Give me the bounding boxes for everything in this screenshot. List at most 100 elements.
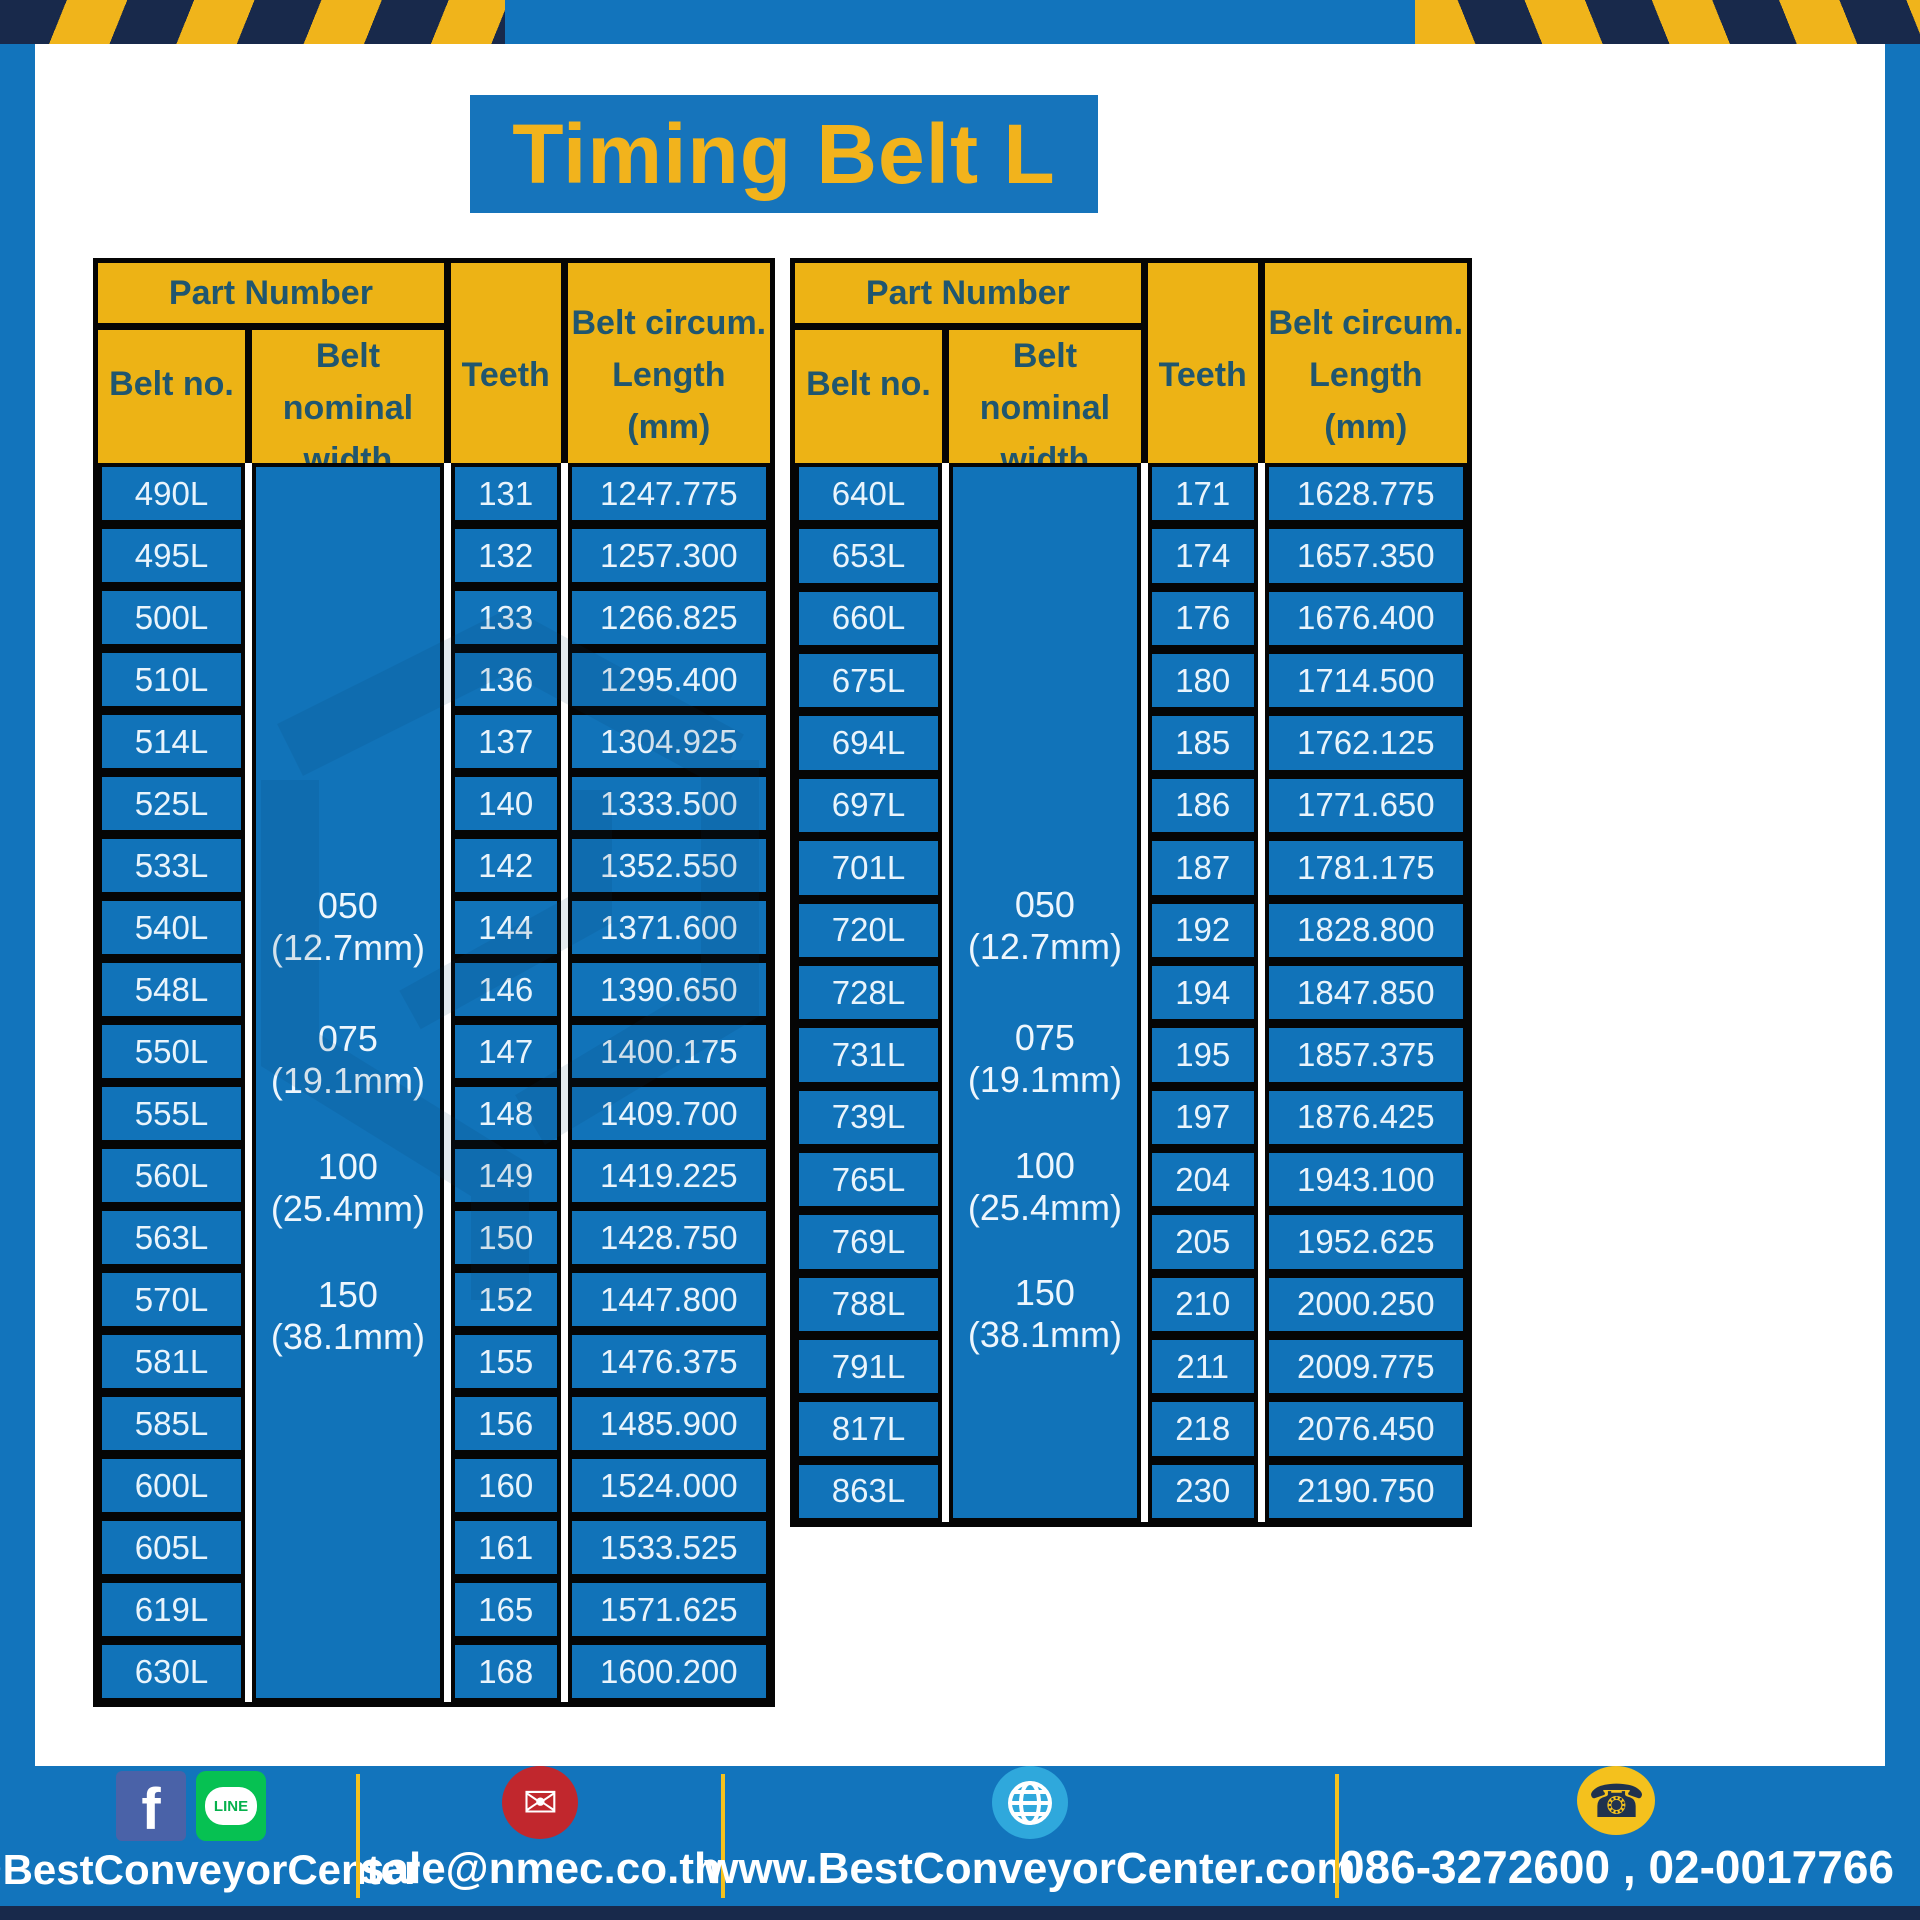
title-box: Timing Belt L <box>470 95 1098 213</box>
cell-length: 1781.175 <box>1268 841 1463 895</box>
footer-divider <box>356 1774 361 1898</box>
cell-belt: 500L <box>102 591 241 644</box>
merged-width-cell: 050 (12.7mm) 075 (19.1mm) 100 (25.4mm) 1… <box>256 467 440 1698</box>
cell-belt: 619L <box>102 1583 241 1636</box>
header-circum-line3: (mm) <box>627 407 711 446</box>
width-option: 050 (12.7mm) <box>270 885 425 969</box>
cell-length: 1714.500 <box>1268 654 1463 708</box>
footer-website-section: www.BestConveyorCenter.com <box>704 1766 1356 1906</box>
cell-length: 1476.375 <box>571 1335 766 1388</box>
spec-table-left: Part Number Belt no. Belt nominal width … <box>93 258 775 1707</box>
cell-teeth: 142 <box>454 839 557 892</box>
table-body: 640L 653L 660L 675L 694L 697L 701L 720L 728L 731L… <box>795 463 1467 1522</box>
cell-teeth: 137 <box>454 715 557 768</box>
cell-teeth: 186 <box>1151 778 1254 833</box>
width-option: 100 (25.4mm) <box>967 1144 1122 1228</box>
cell-length: 1485.900 <box>571 1397 766 1450</box>
facebook-icon: f <box>116 1771 186 1841</box>
cell-teeth: 205 <box>1151 1215 1254 1269</box>
cell-teeth: 210 <box>1151 1277 1254 1332</box>
cell-teeth: 131 <box>454 467 557 520</box>
cell-teeth: 146 <box>454 963 557 1016</box>
cell-belt: 731L <box>799 1028 938 1082</box>
cell-length: 2190.750 <box>1268 1464 1463 1519</box>
header-teeth: Teeth <box>450 263 561 486</box>
cell-length: 1876.425 <box>1268 1090 1463 1144</box>
hazard-stripes-left <box>0 0 505 44</box>
header-belt-circum: Belt circum. Length (mm) <box>1264 263 1467 486</box>
cell-length: 1847.850 <box>1268 965 1463 1020</box>
footer-phone-section: ☎ 086-3272600 , 02-0017766 <box>1339 1766 1894 1906</box>
table-body: 490L 495L 500L 510L 514L 525L 533L 540L 548L 550L… <box>98 463 770 1702</box>
cell-belt: 525L <box>102 777 241 830</box>
cell-length: 1409.700 <box>571 1087 766 1140</box>
header-width-line1: Belt nominal <box>282 337 414 427</box>
email-icon: ✉ <box>502 1766 579 1839</box>
social-handle: @BestConveyorCenter <box>0 1846 421 1893</box>
cell-belt: 563L <box>102 1211 241 1264</box>
cell-teeth: 171 <box>1151 467 1254 521</box>
cell-length: 1952.625 <box>1268 1215 1463 1269</box>
column-belt-width: 050 (12.7mm) 075 (19.1mm) 100 (25.4mm) 1… <box>949 463 1141 1522</box>
spec-table-right: Part Number Belt no. Belt nominal width … <box>790 258 1472 1527</box>
cell-belt: 548L <box>102 963 241 1016</box>
cell-teeth: 185 <box>1151 716 1254 770</box>
merged-width-cell: 050 (12.7mm) 075 (19.1mm) 100 (25.4mm) 1… <box>953 467 1137 1518</box>
cell-belt: 720L <box>799 903 938 957</box>
cell-teeth: 197 <box>1151 1090 1254 1144</box>
cell-length: 1400.175 <box>571 1025 766 1078</box>
cell-belt: 788L <box>799 1277 938 1332</box>
cell-belt: 791L <box>799 1340 938 1394</box>
cell-length: 1304.925 <box>571 715 766 768</box>
cell-teeth: 150 <box>454 1211 557 1264</box>
cell-belt: 694L <box>799 716 938 770</box>
column-length: 1628.775 1657.350 1676.400 1714.500 1762.125… <box>1264 463 1467 1522</box>
cell-belt: 701L <box>799 841 938 895</box>
cell-teeth: 161 <box>454 1521 557 1574</box>
cell-teeth: 144 <box>454 901 557 954</box>
cell-belt: 581L <box>102 1335 241 1388</box>
header-circum-line2: Length <box>1309 355 1423 394</box>
cell-belt: 540L <box>102 901 241 954</box>
cell-teeth: 194 <box>1151 965 1254 1020</box>
cell-teeth: 148 <box>454 1087 557 1140</box>
width-option: 150 (38.1mm) <box>967 1272 1122 1356</box>
cell-length: 1390.650 <box>571 963 766 1016</box>
cell-length: 1828.800 <box>1268 903 1463 957</box>
cell-length: 1524.000 <box>571 1459 766 1512</box>
cell-teeth: 180 <box>1151 654 1254 708</box>
table-header: Part Number Belt no. Belt nominal width … <box>795 263 1467 486</box>
cell-length: 1257.300 <box>571 529 766 582</box>
cell-belt: 555L <box>102 1087 241 1140</box>
width-option: 075 (19.1mm) <box>270 1018 425 1102</box>
column-teeth: 131 132 133 136 137 140 142 144 146 147 148 149 150 1… <box>450 463 561 1702</box>
cell-length: 1352.550 <box>571 839 766 892</box>
footer-email-section: ✉ sale@nmec.co.th <box>360 1766 721 1906</box>
cell-length: 1247.775 <box>571 467 766 520</box>
cell-belt: 675L <box>799 654 938 708</box>
cell-belt: 585L <box>102 1397 241 1450</box>
cell-length: 2076.450 <box>1268 1402 1463 1456</box>
cell-belt: 605L <box>102 1521 241 1574</box>
cell-belt: 817L <box>799 1402 938 1456</box>
website-url: www.BestConveyorCenter.com <box>704 1844 1356 1893</box>
cell-belt: 550L <box>102 1025 241 1078</box>
width-option: 075 (19.1mm) <box>967 1016 1122 1100</box>
cell-teeth: 168 <box>454 1645 557 1698</box>
cell-length: 1266.825 <box>571 591 766 644</box>
header-part-number: Part Number <box>795 263 1141 323</box>
cell-belt: 769L <box>799 1215 938 1269</box>
cell-length: 1371.600 <box>571 901 766 954</box>
cell-teeth: 160 <box>454 1459 557 1512</box>
header-circum-line1: Belt circum. <box>571 303 767 342</box>
column-belt-no: 640L 653L 660L 675L 694L 697L 701L 720L 728L 731L… <box>795 463 942 1522</box>
cell-teeth: 211 <box>1151 1340 1254 1394</box>
cell-teeth: 140 <box>454 777 557 830</box>
cell-belt: 490L <box>102 467 241 520</box>
cell-belt: 495L <box>102 529 241 582</box>
cell-length: 1771.650 <box>1268 778 1463 833</box>
header-circum-line1: Belt circum. <box>1268 303 1464 342</box>
footer: f LINE @BestConveyorCenter ✉ sale@nmec.c… <box>0 1766 1920 1906</box>
cell-belt: 570L <box>102 1273 241 1326</box>
